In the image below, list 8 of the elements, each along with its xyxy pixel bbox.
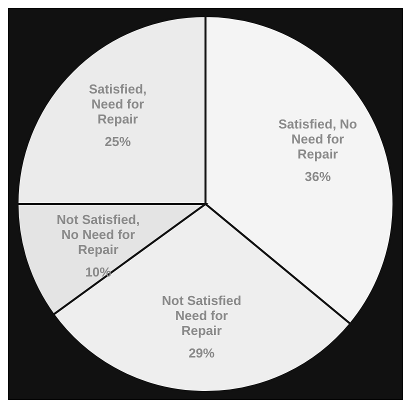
data-label: 10% (85, 264, 112, 280)
data-label: 36% (304, 168, 332, 184)
slice-label: Satisfied, Need for Repair (88, 81, 147, 126)
slice-label: Not Satisfied Need for Repair (162, 293, 242, 338)
data-label: 25% (104, 134, 132, 149)
slice-label: Satisfied, No Need for Repair (278, 116, 358, 162)
slice-label: Not Satisfied, No Need for Repair (56, 212, 140, 258)
data-label: 29% (188, 346, 216, 361)
